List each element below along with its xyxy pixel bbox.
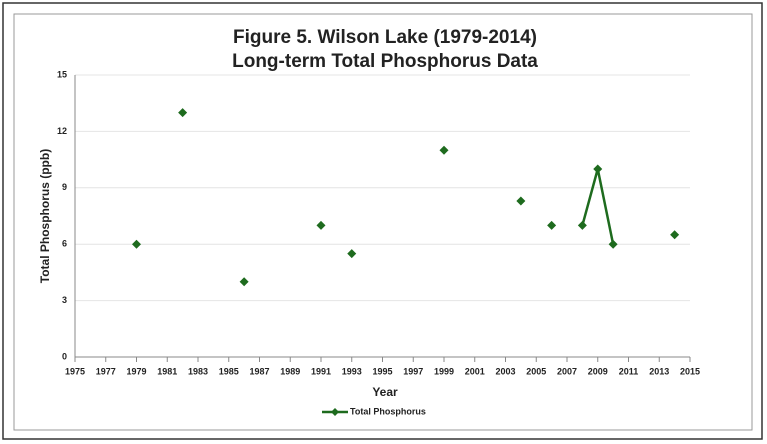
x-tick-label: 1981 — [157, 366, 177, 376]
y-axis-label: Total Phosphorus (ppb) — [38, 149, 52, 283]
legend-label: Total Phosphorus — [350, 406, 426, 416]
y-tick-label: 12 — [57, 126, 67, 136]
y-tick-label: 9 — [62, 182, 67, 192]
marker — [239, 277, 249, 287]
x-tick-label: 1997 — [403, 366, 423, 376]
x-tick-label: 1987 — [249, 366, 269, 376]
x-tick-label: 1995 — [372, 366, 392, 376]
x-tick-label: 1975 — [65, 366, 85, 376]
marker — [316, 220, 326, 230]
marker — [577, 220, 587, 230]
chart-subtitle: Long-term Total Phosphorus Data — [232, 51, 538, 72]
marker — [547, 220, 557, 230]
x-tick-label: 1999 — [434, 366, 454, 376]
marker — [608, 239, 618, 249]
y-tick-label: 0 — [62, 351, 67, 361]
marker — [132, 239, 141, 249]
x-tick-label: 2005 — [526, 366, 546, 376]
x-tick-label: 1985 — [219, 366, 239, 376]
x-tick-label: 2009 — [588, 366, 608, 376]
x-tick-label: 2015 — [680, 366, 700, 376]
x-tick-label: 2001 — [465, 366, 485, 376]
marker — [516, 196, 526, 206]
y-tick-label: 15 — [57, 69, 67, 79]
y-tick-label: 3 — [62, 295, 67, 305]
y-tick-label: 6 — [62, 239, 67, 249]
x-tick-label: 1993 — [342, 366, 362, 376]
x-tick-label: 1989 — [280, 366, 300, 376]
x-tick-label: 1983 — [188, 366, 208, 376]
marker — [593, 164, 603, 174]
x-tick-label: 2003 — [495, 366, 515, 376]
marker — [670, 230, 680, 240]
x-tick-label: 2011 — [619, 366, 639, 376]
x-tick-label: 1979 — [126, 366, 146, 376]
legend-marker — [331, 408, 339, 416]
marker — [178, 108, 188, 118]
chart-title: Figure 5. Wilson Lake (1979-2014) — [233, 27, 537, 48]
marker — [347, 249, 357, 259]
x-tick-label: 2007 — [557, 366, 577, 376]
marker — [439, 145, 449, 155]
x-tick-label: 2013 — [649, 366, 669, 376]
x-axis-label: Year — [372, 385, 398, 399]
x-tick-label: 1991 — [311, 366, 331, 376]
x-tick-label: 1977 — [96, 366, 116, 376]
